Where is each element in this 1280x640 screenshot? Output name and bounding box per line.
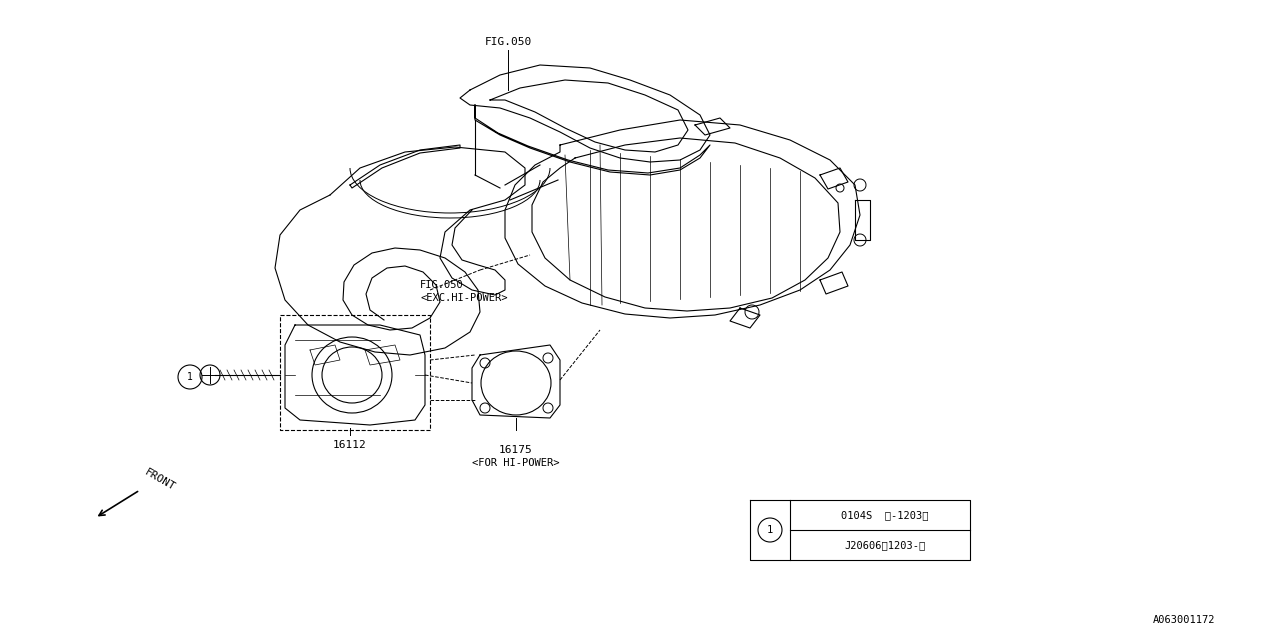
Text: FIG.050: FIG.050 (420, 280, 463, 290)
Text: FIG.050: FIG.050 (484, 37, 531, 47)
Text: 0104S  「-1203」: 0104S 「-1203」 (841, 510, 929, 520)
Text: 16112: 16112 (333, 440, 367, 450)
Text: 1: 1 (187, 372, 193, 382)
Text: J20606「1203-」: J20606「1203-」 (845, 540, 925, 550)
Text: 1: 1 (767, 525, 773, 535)
Text: <EXC.HI-POWER>: <EXC.HI-POWER> (420, 293, 507, 303)
Text: A063001172: A063001172 (1152, 615, 1215, 625)
Text: 16175: 16175 (499, 445, 532, 455)
Text: FRONT: FRONT (143, 467, 177, 493)
Text: <FOR HI-POWER>: <FOR HI-POWER> (472, 458, 559, 468)
